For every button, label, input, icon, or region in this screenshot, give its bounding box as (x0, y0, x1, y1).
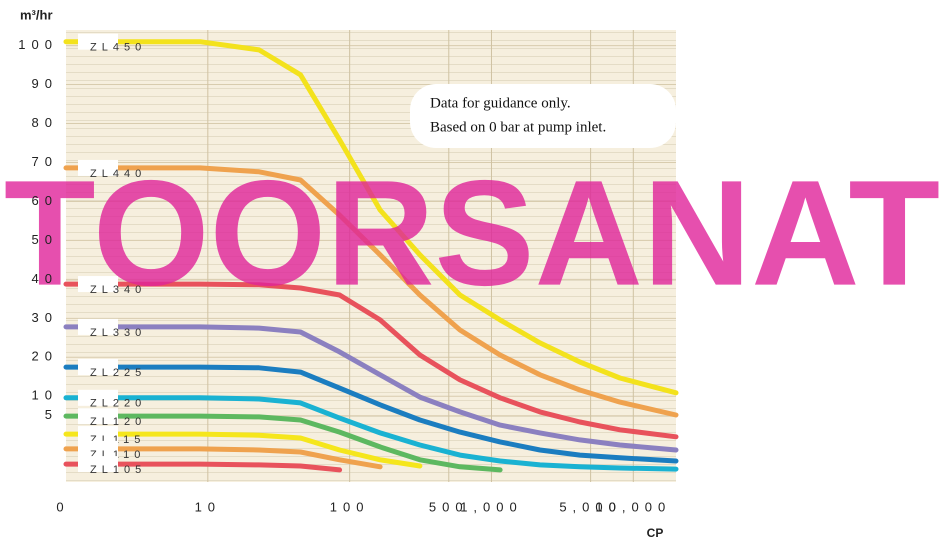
y-tick-label: 10 (32, 388, 58, 403)
series-line (63, 431, 423, 469)
series-label-box (78, 276, 118, 293)
series-label: ZL340 (90, 284, 146, 296)
series-label-box (78, 440, 118, 457)
series-label-box (78, 359, 118, 376)
series-label-box (78, 389, 118, 406)
y-axis-label: m³/hr (20, 7, 53, 22)
series-label-box (78, 33, 118, 50)
x-tick-label: 1,000 (460, 499, 523, 514)
y-tick-label: 90 (32, 76, 58, 91)
series-label: ZL330 (90, 327, 146, 339)
x-origin-label: 0 (56, 499, 63, 514)
series-label: ZL120 (90, 416, 146, 428)
series-label: ZL440 (90, 168, 146, 180)
series-line (63, 446, 383, 470)
series-line (63, 413, 503, 473)
series-line (63, 324, 679, 453)
series-label-box (78, 318, 118, 335)
x-tick-label: 100 (330, 499, 370, 514)
series-label-box (78, 426, 118, 443)
y-tick-label: 50 (32, 232, 58, 247)
y-tick-label: 40 (32, 271, 58, 286)
series-line (63, 364, 679, 464)
note-line: Data for guidance only. (430, 95, 571, 111)
series-label-box (78, 456, 118, 473)
series-label: ZL225 (90, 367, 146, 379)
y-tick-label: 30 (32, 310, 58, 325)
x-tick-label: 10 (195, 499, 221, 514)
series-label-box (78, 159, 118, 176)
note-line: Based on 0 bar at pump inlet. (430, 119, 606, 135)
series-line (63, 395, 679, 472)
y-tick-label: 60 (32, 193, 58, 208)
y-tick-label: 100 (18, 37, 58, 52)
series-line (63, 281, 679, 440)
series-label: ZL450 (90, 42, 146, 54)
x-tick-label: 10,000 (595, 499, 671, 514)
x-tick-label: 500 (429, 499, 469, 514)
series-line (63, 39, 679, 396)
series-label: ZL220 (90, 398, 146, 410)
x-tick-label: 5,000 (559, 499, 622, 514)
y-tick-label: 20 (32, 349, 58, 364)
y-tick-label: 70 (32, 154, 58, 169)
series-line (63, 165, 679, 418)
series-label-box (78, 408, 118, 425)
x-axis-label: CP (647, 526, 664, 540)
y-tick-label: 80 (32, 115, 58, 130)
y-tick-label: 5 (45, 407, 58, 422)
watermark: TOORSANAT (4, 149, 940, 317)
note-box (410, 84, 676, 148)
series-label: ZL105 (90, 464, 146, 476)
